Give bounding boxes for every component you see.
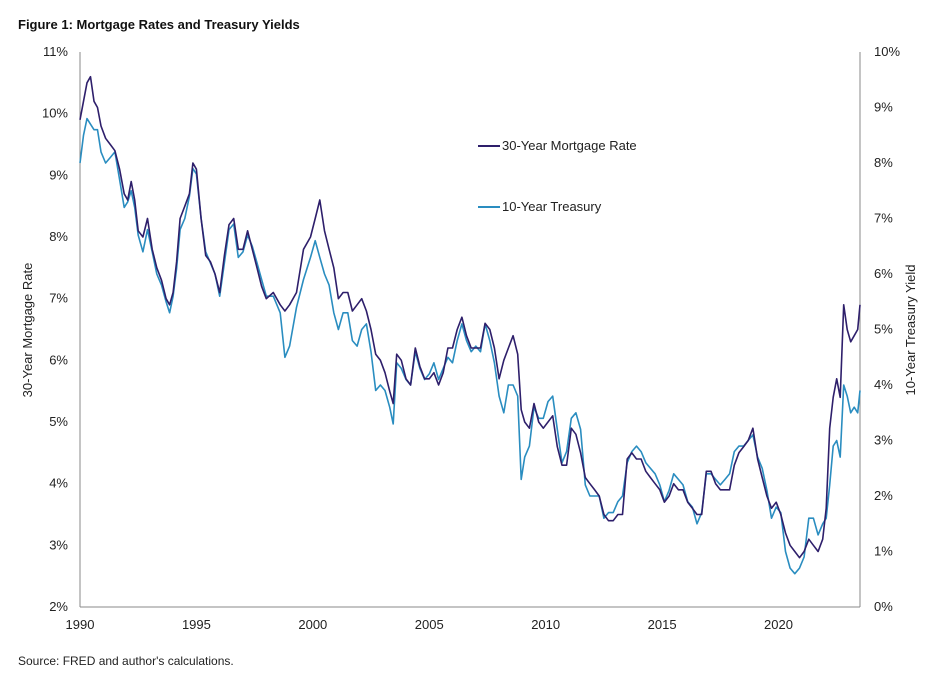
x-tick-label: 2015 <box>648 617 677 632</box>
left-tick-label: 4% <box>49 476 68 491</box>
right-tick-label: 7% <box>874 211 893 226</box>
x-tick-label: 2020 <box>764 617 793 632</box>
legend-label-mortgage: 30-Year Mortgage Rate <box>502 138 637 153</box>
right-axis-title: 10-Year Treasury Yield <box>903 264 918 395</box>
x-tick-labels: 1990 1995 2000 2005 2010 2015 2020 <box>66 617 793 632</box>
right-tick-label: 8% <box>874 155 893 170</box>
right-tick-label: 6% <box>874 266 893 281</box>
right-tick-label: 2% <box>874 488 893 503</box>
left-tick-label: 2% <box>49 599 68 614</box>
right-tick-label: 1% <box>874 544 893 559</box>
right-axis-title-group: 10-Year Treasury Yield <box>903 264 918 395</box>
series-line-mortgage-rate <box>79 75 861 559</box>
x-tick-label: 2005 <box>415 617 444 632</box>
left-tick-label: 11% <box>43 44 68 59</box>
left-tick-labels: 2% 3% 4% 5% 6% 7% 8% 9% 10% 11% <box>42 44 68 614</box>
legend-item-mortgage: 30-Year Mortgage Rate <box>478 138 637 153</box>
right-tick-label: 0% <box>874 599 893 614</box>
left-tick-label: 10% <box>42 106 68 121</box>
left-axis-title-group: 30-Year Mortgage Rate <box>20 263 35 398</box>
x-tick-label: 1990 <box>66 617 95 632</box>
right-tick-label: 9% <box>874 100 893 115</box>
left-tick-label: 3% <box>49 537 68 552</box>
right-tick-label: 5% <box>874 322 893 337</box>
right-tick-label: 4% <box>874 377 893 392</box>
left-tick-label: 8% <box>49 229 68 244</box>
series-line-10-year-treasury <box>79 117 861 575</box>
left-tick-label: 9% <box>49 167 68 182</box>
right-tick-labels: 0% 1% 2% 3% 4% 5% 6% 7% 8% 9% 10% <box>874 44 900 614</box>
right-tick-label: 3% <box>874 433 893 448</box>
source-note: Source: FRED and author's calculations. <box>18 654 234 668</box>
left-tick-label: 6% <box>49 352 68 367</box>
x-tick-label: 2000 <box>298 617 327 632</box>
left-tick-label: 7% <box>49 291 68 306</box>
legend-label-treasury: 10-Year Treasury <box>502 199 602 214</box>
left-tick-label: 5% <box>49 414 68 429</box>
series-layer <box>79 75 861 575</box>
legend: 30-Year Mortgage Rate 10-Year Treasury <box>478 138 637 214</box>
x-tick-label: 2010 <box>531 617 560 632</box>
legend-item-treasury: 10-Year Treasury <box>478 199 602 214</box>
chart-title: Figure 1: Mortgage Rates and Treasury Yi… <box>18 17 300 32</box>
x-tick-label: 1995 <box>182 617 211 632</box>
right-tick-label: 10% <box>874 44 900 59</box>
left-axis-title: 30-Year Mortgage Rate <box>20 263 35 398</box>
